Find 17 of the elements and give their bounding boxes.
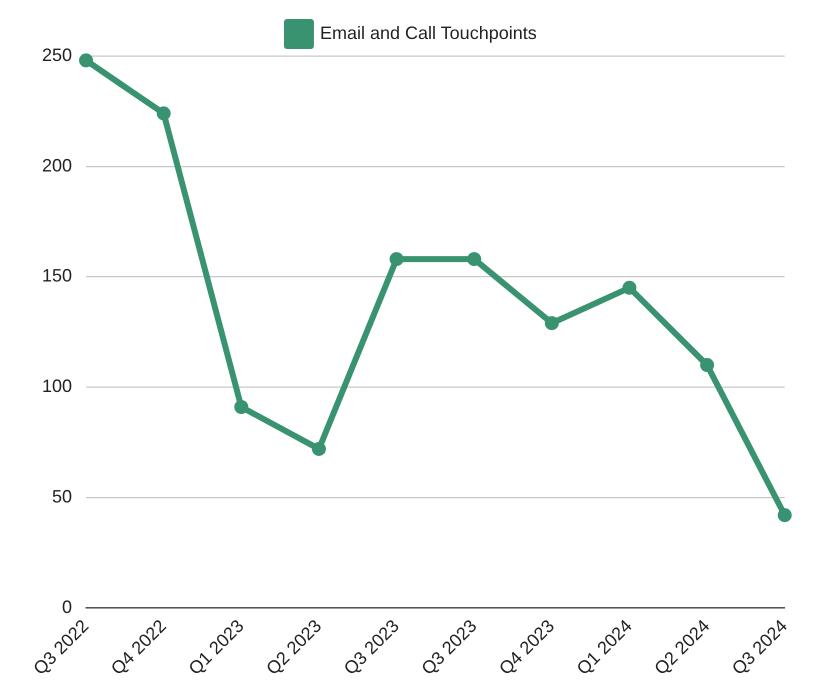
y-tick-label: 100	[42, 376, 72, 396]
y-tick-label: 150	[42, 266, 72, 286]
point	[390, 252, 404, 266]
point	[622, 280, 636, 295]
point	[312, 442, 326, 456]
point	[700, 358, 714, 372]
y-tick-label: 250	[42, 44, 72, 65]
point	[467, 252, 482, 266]
y-tick-label: 0	[62, 596, 72, 617]
point	[156, 106, 171, 120]
point	[544, 316, 559, 330]
y-tick-label: 50	[52, 486, 72, 506]
legend-label: Email and Call Touchpoints	[320, 22, 537, 43]
point	[79, 53, 94, 68]
point	[234, 400, 248, 414]
point	[778, 508, 792, 522]
y-tick-label: 200	[42, 155, 72, 176]
